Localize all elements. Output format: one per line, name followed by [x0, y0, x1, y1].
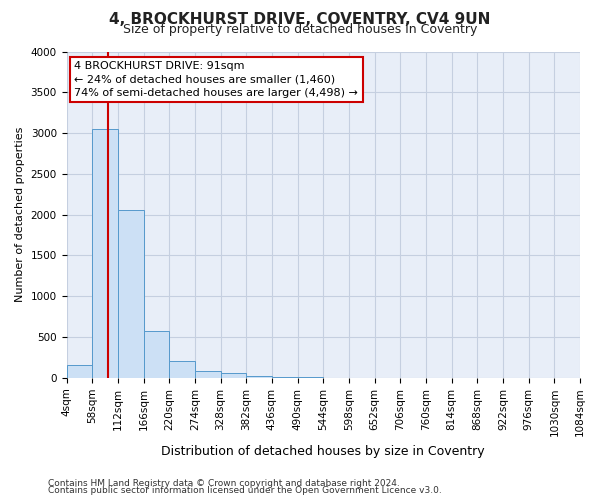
Bar [272, 377, 298, 378]
Bar [143, 332, 169, 378]
Bar [118, 210, 143, 378]
Y-axis label: Number of detached properties: Number of detached properties [15, 127, 25, 302]
Bar [246, 376, 272, 378]
Bar [195, 372, 221, 378]
Text: Size of property relative to detached houses in Coventry: Size of property relative to detached ho… [123, 22, 477, 36]
Text: Contains public sector information licensed under the Open Government Licence v3: Contains public sector information licen… [48, 486, 442, 495]
Bar [92, 128, 118, 378]
Text: 4 BROCKHURST DRIVE: 91sqm
← 24% of detached houses are smaller (1,460)
74% of se: 4 BROCKHURST DRIVE: 91sqm ← 24% of detac… [74, 62, 358, 98]
Text: Contains HM Land Registry data © Crown copyright and database right 2024.: Contains HM Land Registry data © Crown c… [48, 478, 400, 488]
Bar [67, 365, 92, 378]
Bar [221, 374, 246, 378]
Text: 4, BROCKHURST DRIVE, COVENTRY, CV4 9UN: 4, BROCKHURST DRIVE, COVENTRY, CV4 9UN [109, 12, 491, 28]
X-axis label: Distribution of detached houses by size in Coventry: Distribution of detached houses by size … [161, 444, 485, 458]
Bar [169, 360, 195, 378]
